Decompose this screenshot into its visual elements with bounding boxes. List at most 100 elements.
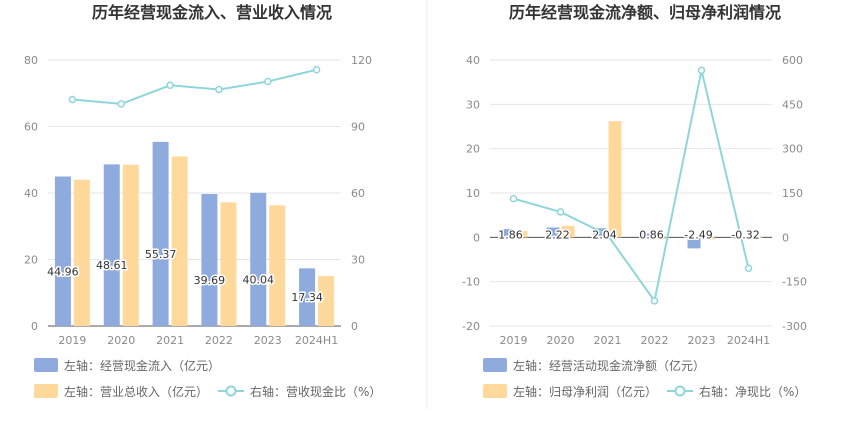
ratio-point[interactable] xyxy=(697,66,706,75)
ratio-line xyxy=(513,70,750,304)
legend-label: 左轴：经营现金流入（亿元） xyxy=(64,358,220,373)
right-axis-tick: -150 xyxy=(782,276,807,289)
bar-data-label: 55.37 xyxy=(145,248,177,261)
ratio-point[interactable] xyxy=(117,100,125,108)
left-axis-tick: 0 xyxy=(473,231,480,244)
x-axis-tick: 2024H1 xyxy=(727,334,770,347)
legend-swatch-bar-secondary xyxy=(34,384,58,398)
chart-title: 历年经营现金流净额、归母净利润情况 xyxy=(509,3,781,22)
right-axis-tick: 60 xyxy=(351,187,365,200)
bar-secondary[interactable] xyxy=(171,156,188,326)
left-axis-tick: 20 xyxy=(466,143,480,156)
bar-secondary[interactable] xyxy=(561,225,575,238)
left-axis-tick: -20 xyxy=(462,320,480,333)
bar-secondary[interactable] xyxy=(318,276,335,326)
legend-item-cash-ratio[interactable]: 右轴：营收现金比（%） xyxy=(218,384,381,399)
left-axis-tick: 40 xyxy=(24,187,38,200)
x-axis-tick: 2021 xyxy=(156,334,184,347)
x-axis-tick: 2019 xyxy=(58,334,86,347)
right-axis-tick: 90 xyxy=(351,121,365,134)
legend: 左轴：经营活动现金流净额（亿元） 左轴：归母净利润（亿元） 右轴：净现比（%） xyxy=(483,358,806,399)
bar-primary[interactable] xyxy=(640,233,654,238)
bar-data-label: 2.04 xyxy=(592,228,617,241)
bar-primary[interactable] xyxy=(54,176,71,326)
cash-inflow-revenue-chart: 历年经营现金流入、营业收入情况 44.96 48.61 55.37 39.69 40.0… xyxy=(24,3,381,399)
legend-item-revenue[interactable]: 左轴：营业总收入（亿元） xyxy=(34,384,208,399)
left-axis-tick: 80 xyxy=(24,54,38,67)
bar-secondary[interactable] xyxy=(608,121,622,238)
left-axis-tick: 40 xyxy=(466,54,480,67)
bar-data-label: 40.04 xyxy=(243,273,275,286)
x-axis-tick: 2023 xyxy=(254,334,282,347)
legend: 左轴：经营现金流入（亿元） 左轴：营业总收入（亿元） 右轴：营收现金比（%） xyxy=(34,358,381,399)
x-axis-tick: 2020 xyxy=(547,334,575,347)
left-axis-tick: 10 xyxy=(466,187,480,200)
ratio-point[interactable] xyxy=(68,95,77,104)
ratio-line xyxy=(72,68,317,105)
right-axis-tick: 600 xyxy=(782,54,803,67)
bar-primary[interactable] xyxy=(299,268,316,326)
legend-swatch-bar-primary xyxy=(34,358,58,372)
bar-data-label: 17.34 xyxy=(291,291,323,304)
bar-primary[interactable] xyxy=(687,237,701,249)
legend-item-cash-inflow[interactable]: 左轴：经营现金流入（亿元） xyxy=(34,358,220,373)
ratio-point[interactable] xyxy=(215,85,223,94)
legend-item-net-cashflow[interactable]: 左轴：经营活动现金流净额（亿元） xyxy=(483,358,705,373)
left-axis-tick: 30 xyxy=(466,98,480,111)
legend-label: 左轴：经营活动现金流净额（亿元） xyxy=(513,358,705,373)
bar-primary[interactable] xyxy=(250,192,267,326)
bar-data-label: -2.49 xyxy=(684,228,712,241)
left-axis-tick: 60 xyxy=(24,121,38,134)
bar-data-label: -0.32 xyxy=(731,228,759,241)
legend-item-net-cash-ratio[interactable]: 右轴：净现比（%） xyxy=(667,384,806,399)
legend-label: 左轴：营业总收入（亿元） xyxy=(64,384,208,399)
bar-secondary[interactable] xyxy=(122,164,139,326)
ratio-point[interactable] xyxy=(166,81,174,90)
x-axis-tick: 2022 xyxy=(641,334,669,347)
right-axis-tick: 120 xyxy=(351,54,372,67)
left-axis-tick: 20 xyxy=(24,254,38,267)
x-axis-tick: 2023 xyxy=(688,334,716,347)
bar-data-label: 1.86 xyxy=(498,228,523,241)
legend-swatch-marker xyxy=(674,385,686,397)
bar-secondary[interactable] xyxy=(269,205,286,326)
bar-primary[interactable] xyxy=(201,194,218,326)
bar-primary[interactable] xyxy=(152,141,169,326)
bar-data-label: 0.86 xyxy=(639,228,664,241)
legend-label: 右轴：净现比（%） xyxy=(699,384,806,399)
bar-primary[interactable] xyxy=(593,228,607,238)
bar-secondary[interactable] xyxy=(655,237,669,240)
bar-data-label: 2.22 xyxy=(545,228,570,241)
legend-item-net-profit[interactable]: 左轴：归母净利润（亿元） xyxy=(483,384,657,399)
ratio-point[interactable] xyxy=(744,264,753,273)
ratio-point[interactable] xyxy=(264,77,272,86)
x-axis-tick: 2022 xyxy=(205,334,233,347)
legend-label: 右轴：营收现金比（%） xyxy=(250,384,381,399)
right-axis-tick: 0 xyxy=(351,320,358,333)
ratio-point[interactable] xyxy=(650,297,659,305)
bar-data-label: 48.61 xyxy=(96,259,128,272)
right-axis-tick: -300 xyxy=(782,320,807,333)
bar-primary[interactable] xyxy=(499,229,513,238)
bar-secondary[interactable] xyxy=(514,231,528,238)
bar-primary[interactable] xyxy=(103,164,120,326)
bar-secondary[interactable] xyxy=(702,237,716,240)
ratio-point[interactable] xyxy=(556,208,565,216)
x-axis-tick: 2020 xyxy=(107,334,135,347)
x-axis-tick: 2019 xyxy=(500,334,528,347)
ratio-point[interactable] xyxy=(603,231,612,239)
bar-secondary[interactable] xyxy=(220,202,237,326)
left-axis-tick: 0 xyxy=(31,320,38,333)
x-axis-tick: 2021 xyxy=(594,334,622,347)
bar-secondary[interactable] xyxy=(73,179,90,326)
chart-title: 历年经营现金流入、营业收入情况 xyxy=(92,3,332,22)
bar-data-label: 39.69 xyxy=(194,274,226,287)
bar-data-label: 44.96 xyxy=(47,265,79,278)
bar-primary[interactable] xyxy=(546,227,560,238)
right-axis-tick: 300 xyxy=(782,143,803,156)
ratio-point[interactable] xyxy=(312,66,321,74)
bar-secondary[interactable] xyxy=(749,236,763,238)
ratio-point[interactable] xyxy=(509,194,518,203)
net-cashflow-profit-chart: 历年经营现金流净额、归母净利润情况 1.86 2.22 2.04 0.86 -2.49 -… xyxy=(462,3,807,399)
